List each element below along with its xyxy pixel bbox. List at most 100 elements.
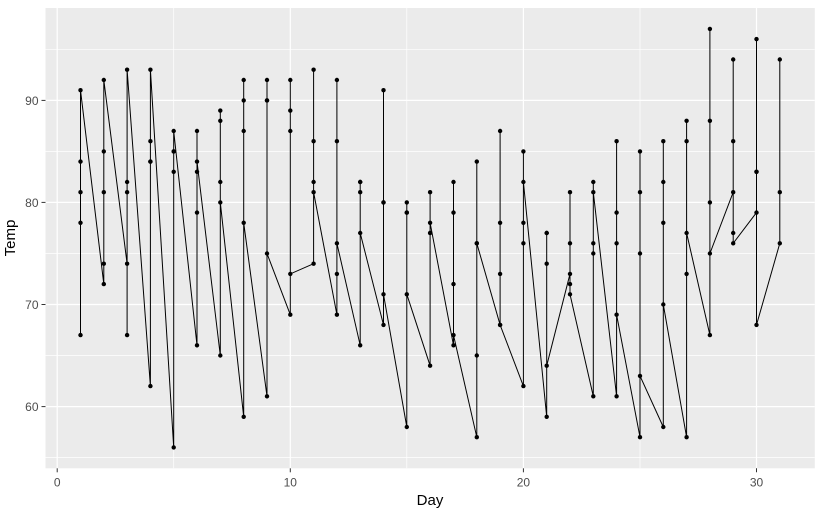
data-point (497, 322, 503, 328)
data-point (544, 230, 549, 236)
data-point (194, 159, 200, 164)
data-point (731, 57, 736, 62)
data-point (288, 128, 293, 134)
data-point (544, 261, 549, 266)
data-point (614, 210, 619, 215)
data-point (707, 200, 713, 205)
data-point (264, 394, 270, 399)
data-point (731, 139, 736, 144)
data-point (754, 169, 759, 174)
data-point (404, 292, 409, 297)
data-point (124, 332, 130, 338)
y-tick-label: 60 (25, 400, 39, 414)
data-point (521, 149, 526, 154)
data-point (288, 77, 293, 83)
data-point (754, 210, 759, 215)
data-point (124, 67, 130, 72)
data-point (264, 98, 270, 103)
data-point (311, 179, 316, 185)
data-point (218, 118, 223, 124)
data-point (427, 363, 433, 368)
data-point (334, 139, 340, 144)
data-point (381, 292, 386, 297)
data-point (124, 261, 130, 266)
data-point (637, 373, 643, 379)
data-point (497, 271, 503, 277)
data-point (684, 230, 689, 236)
data-point (614, 139, 619, 144)
data-point (521, 179, 526, 185)
data-point (684, 435, 689, 440)
data-point (171, 149, 176, 154)
data-point (101, 281, 107, 287)
data-point (427, 190, 433, 195)
data-point (78, 332, 83, 338)
data-point (474, 241, 479, 246)
data-point (101, 261, 107, 266)
data-point (591, 190, 596, 195)
axes: 0 10 20 30 60 70 80 90 (25, 94, 763, 489)
data-point (78, 159, 83, 164)
data-point (194, 210, 200, 215)
data-point (148, 159, 153, 164)
data-point (777, 241, 782, 246)
data-point (474, 353, 479, 358)
data-point (591, 251, 596, 256)
data-point (311, 190, 316, 195)
x-tick-label: 20 (517, 475, 531, 489)
data-point (171, 445, 176, 450)
data-point (381, 88, 386, 93)
data-point (497, 220, 503, 225)
data-point (591, 394, 596, 399)
data-point (171, 169, 176, 174)
y-tick-label: 90 (25, 94, 39, 108)
data-point (637, 251, 643, 256)
data-point (334, 241, 340, 246)
data-point (427, 220, 433, 225)
data-point (218, 108, 223, 113)
data-point (474, 159, 479, 164)
data-point (218, 200, 223, 205)
data-point (124, 190, 130, 195)
data-point (101, 77, 107, 83)
data-point (101, 149, 107, 154)
data-marks (78, 26, 782, 450)
data-point (684, 139, 689, 144)
data-point (451, 281, 456, 287)
data-point (78, 88, 83, 93)
data-point (404, 200, 409, 205)
data-point (171, 128, 176, 134)
data-point (544, 414, 549, 419)
data-point (194, 169, 200, 174)
data-point (754, 322, 759, 328)
data-point (544, 363, 549, 368)
data-point (567, 281, 573, 287)
data-point (777, 57, 782, 62)
data-point (264, 251, 270, 256)
data-point (637, 149, 643, 154)
data-point (334, 312, 340, 317)
data-point (614, 394, 619, 399)
data-point (334, 77, 340, 83)
data-point (567, 292, 573, 297)
data-point (148, 383, 153, 389)
data-point (194, 343, 200, 348)
data-point (311, 261, 316, 266)
data-point (754, 36, 759, 42)
data-point (404, 210, 409, 215)
data-point (288, 312, 293, 317)
data-point (288, 108, 293, 113)
data-point (381, 200, 386, 205)
data-point (591, 241, 596, 246)
data-point (661, 179, 666, 185)
data-point (358, 179, 363, 185)
data-point (684, 118, 689, 124)
data-point (241, 414, 246, 419)
data-point (497, 128, 503, 134)
data-point (241, 220, 246, 225)
data-point (264, 77, 270, 83)
data-point (661, 220, 666, 225)
y-tick-label: 80 (25, 196, 39, 210)
data-point (707, 251, 713, 256)
